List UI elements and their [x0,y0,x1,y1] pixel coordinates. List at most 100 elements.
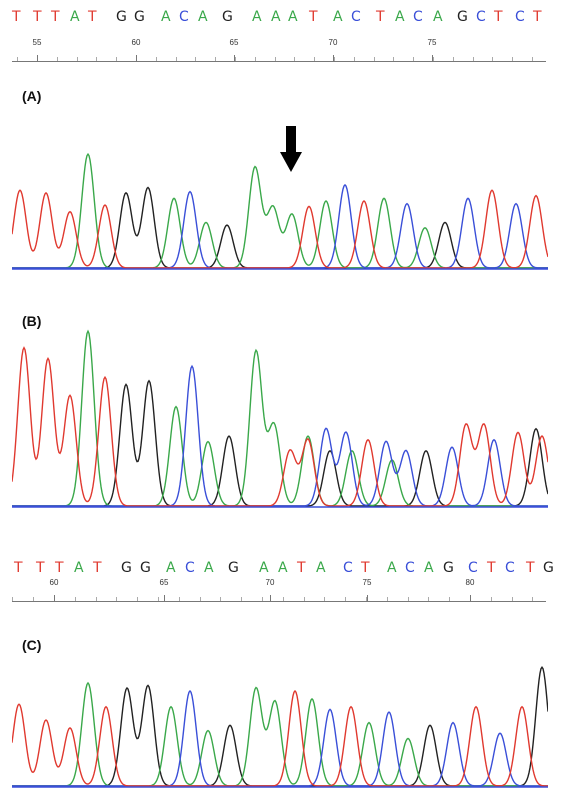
base-call: G [443,560,454,576]
ruler-minor-tick [452,57,454,61]
ruler-tick-label: 80 [465,578,475,587]
base-call: C [476,9,486,25]
base-call: T [51,9,60,25]
ruler-minor-tick [413,57,415,61]
ruler-minor-tick [282,597,284,601]
ruler-minor-tick [433,57,434,61]
ruler-minor-tick [324,597,326,601]
ruler-minor-tick [511,597,513,601]
base-call: G [228,560,239,576]
chromatogram-b [12,329,548,508]
base-call: C [185,560,195,576]
base-call: G [134,9,145,25]
base-call: A [288,9,298,25]
ruler-major-tick [37,55,38,61]
ruler-tick-label: 70 [328,38,338,47]
base-call: A [271,9,281,25]
ruler-minor-tick [512,57,514,61]
base-call: G [116,9,127,25]
base-call: G [457,9,468,25]
ruler-minor-tick [116,597,118,601]
ruler-major-tick [367,595,368,601]
ruler-minor-tick [17,57,19,61]
base-call: A [70,9,80,25]
ruler-tick-label: 60 [49,578,59,587]
base-call: C [351,9,361,25]
trace-t [12,689,548,787]
base-call: A [198,9,208,25]
ruler-major-tick [470,595,471,601]
ruler-minor-tick [158,597,159,601]
ruler-tick-label: 75 [427,38,437,47]
base-call: T [88,9,97,25]
base-call: C [179,9,189,25]
ruler-major-tick [136,55,137,61]
ruler-minor-tick [334,57,335,61]
panel-c-label: (C) [22,637,42,653]
base-call: T [494,9,503,25]
base-call: A [259,560,269,576]
ruler-minor-tick [345,597,347,601]
ruler-minor-tick [294,57,296,61]
base-call: A [395,9,405,25]
top-position-ruler: 55 60 65 70 75 [12,38,546,62]
ruler-tick-label: 70 [265,578,275,587]
ruler-minor-tick [116,57,118,61]
base-call: G [121,560,132,576]
ruler-minor-tick [137,597,139,601]
base-call: A [424,560,434,576]
base-call: A [433,9,443,25]
ruler-major-tick [54,595,55,601]
ruler-tick-label: 75 [362,578,372,587]
chromatogram-c [12,665,548,788]
ruler-tick-label: 55 [32,38,42,47]
base-call: A [333,9,343,25]
ruler-minor-tick [12,597,14,601]
ruler-tick-label: 65 [159,578,169,587]
base-call: T [297,560,306,576]
base-call: T [55,560,64,576]
base-call: T [12,9,21,25]
base-call: C [405,560,415,576]
base-call: G [140,560,151,576]
ruler-minor-tick [274,57,276,61]
trace-c [12,364,548,507]
ruler-minor-tick [472,57,474,61]
ruler-minor-tick [155,57,157,61]
ruler-minor-tick [215,57,217,61]
base-call: A [387,560,397,576]
down-arrow-icon [280,126,302,172]
ruler-minor-tick [532,597,534,601]
ruler-minor-tick [532,57,533,61]
trace-a [12,329,548,507]
trace-t [12,189,548,269]
base-call: T [93,560,102,576]
base-call: C [343,560,353,576]
ruler-minor-tick [366,597,367,601]
ruler-minor-tick [199,597,201,601]
ruler-minor-tick [449,597,451,601]
ruler-minor-tick [76,57,78,61]
ruler-major-tick [164,595,165,601]
bottom-position-ruler: 60 65 70 75 80 [12,578,546,602]
ruler-major-tick [234,55,235,61]
base-call: T [526,560,535,576]
ruler-major-tick [270,595,271,601]
ruler-minor-tick [56,57,58,61]
base-call: G [543,560,554,576]
base-call: A [252,9,262,25]
base-call: T [33,9,42,25]
base-call: T [309,9,318,25]
ruler-minor-tick [96,57,98,61]
ruler-major-tick [432,55,433,61]
base-call: T [533,9,542,25]
base-call: A [316,560,326,576]
ruler-minor-tick [220,597,222,601]
ruler-minor-tick [178,597,180,601]
base-call: C [413,9,423,25]
base-call: C [468,560,478,576]
base-call: A [161,9,171,25]
ruler-minor-tick [428,597,430,601]
